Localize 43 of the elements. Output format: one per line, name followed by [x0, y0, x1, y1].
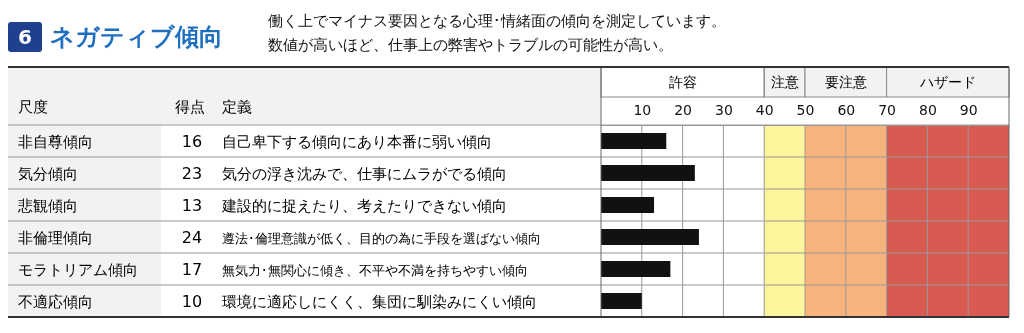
y-tick-label: 悲観傾向 — [17, 197, 78, 215]
text: ネガティブ傾向 — [50, 23, 223, 51]
number-badge: 6 — [8, 22, 42, 52]
text: 定義 — [222, 98, 252, 116]
text: 環境に適応しにくく、集団に馴染みにくい傾向 — [222, 293, 537, 311]
text: 無気力･無関心に傾き、不平や不満を持ちやすい傾向 — [222, 263, 528, 278]
x2-tick-label: 60 — [837, 102, 856, 118]
data-label: 16 — [181, 132, 203, 151]
bar — [601, 261, 671, 277]
data-label: 10 — [181, 292, 203, 311]
band-label: 注意 — [770, 74, 799, 90]
data-label: 17 — [181, 260, 203, 279]
chart-subtitle: 働く上でマイナス要因となる心理･情緒面の傾向を測定しています。数値が高いほど、仕事上の弊害やトラブルの可能性が高い。 — [268, 12, 726, 54]
bar — [601, 229, 699, 245]
text: 遵法･倫理意識が低く、目的の為に手段を選ばない傾向 — [222, 231, 541, 246]
bar — [601, 133, 667, 149]
x2-tick-label: 80 — [918, 102, 937, 118]
x2-tick-label: 30 — [714, 102, 733, 118]
x2-tick-label: 40 — [755, 102, 774, 118]
y-tick-label: 非自尊傾向 — [18, 133, 93, 151]
text: 建設的に捉えたり、考えたりできない傾向 — [221, 197, 507, 215]
band-label: ハザード — [918, 74, 976, 90]
y-tick-label: モラトリアム傾向 — [18, 261, 138, 279]
bar — [601, 197, 655, 213]
x2-tick-label: 10 — [633, 102, 652, 118]
text: 許容 — [668, 74, 697, 90]
band-label: 要注意 — [824, 74, 867, 90]
text: 気分の浮き沈みで、仕事にムラがでる傾向 — [222, 165, 507, 183]
y-tick-label: 不適応傾向 — [18, 293, 93, 311]
x2-tick-label: 50 — [796, 102, 815, 118]
text: 自己卑下する傾向にあり本番に弱い傾向 — [222, 133, 492, 151]
bar — [601, 293, 642, 309]
x2-tick-label: 70 — [878, 102, 897, 118]
x2-tick-label: 20 — [674, 102, 693, 118]
x2-tick-label: 90 — [959, 102, 978, 118]
text: 得点 — [175, 98, 205, 116]
y-axis-title: 尺度 — [18, 98, 48, 116]
bar — [601, 165, 695, 181]
data-label: 23 — [181, 164, 203, 183]
data-label: 24 — [181, 228, 203, 247]
data-label: 13 — [181, 196, 203, 215]
y-tick-label: 非倫理傾向 — [18, 229, 93, 247]
y-tick-label: 気分傾向 — [18, 165, 78, 183]
